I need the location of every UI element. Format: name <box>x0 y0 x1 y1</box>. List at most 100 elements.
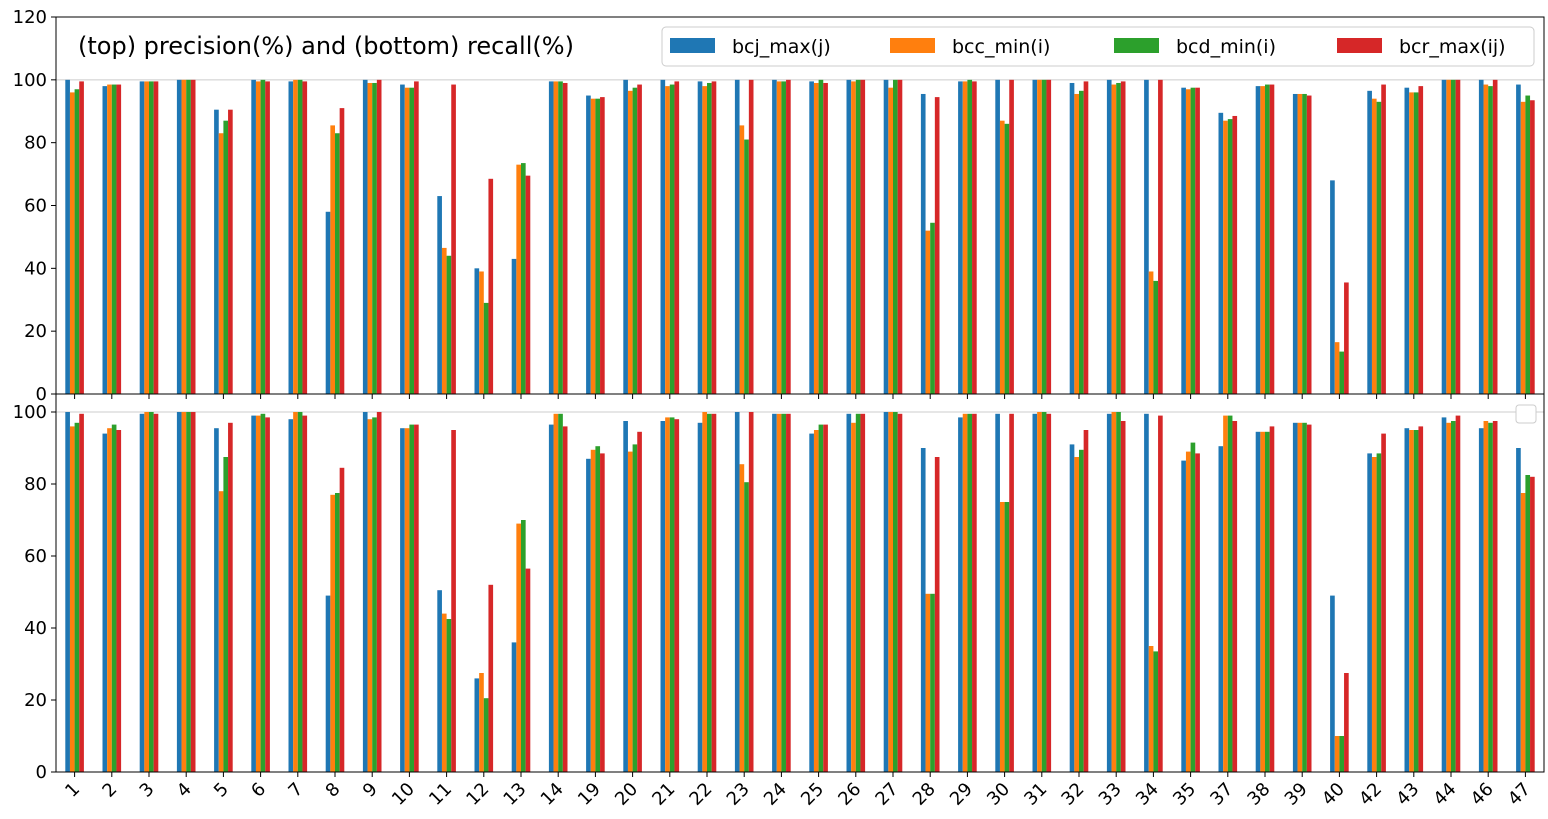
axes-frame <box>55 393 1545 773</box>
x-tick-label: 40 <box>1318 779 1349 810</box>
bar-series-0-46 <box>1478 428 1484 772</box>
bar-bcr_max(ij)-30 <box>1009 79 1014 394</box>
bar-bcr_max(ij)-20 <box>637 84 642 395</box>
bar-series-1-47 <box>1520 493 1526 772</box>
bar-bcd_min(i)-12 <box>483 302 489 394</box>
bar-series-2-44 <box>1451 421 1456 772</box>
bar-series-3-24 <box>786 413 791 772</box>
x-tick-label: 37 <box>1206 779 1237 810</box>
bar-bcr_max(ij)-44 <box>1455 79 1461 394</box>
bar-bcr_max(ij)-9 <box>376 79 382 394</box>
bar-bcd_min(i)-44 <box>1451 79 1456 394</box>
bar-bcj_max(j)-32 <box>1069 82 1075 394</box>
bar-series-1-7 <box>293 412 298 772</box>
bar-series-3-12 <box>488 584 494 772</box>
bar-series-3-23 <box>748 412 754 772</box>
bar-bcd_min(i)-26 <box>855 79 861 394</box>
y-tick-label: 100 <box>13 70 47 91</box>
x-tick-label: 13 <box>499 779 530 810</box>
bar-bcj_max(j)-10 <box>400 84 405 395</box>
legend-swatch <box>1114 38 1159 53</box>
x-tick-label: 22 <box>685 779 716 810</box>
bar-series-3-39 <box>1306 424 1312 772</box>
bar-series-3-9 <box>376 412 382 772</box>
bar-series-0-4 <box>176 412 182 772</box>
bar-series-2-5 <box>223 457 229 772</box>
x-tick-label: 23 <box>723 779 754 810</box>
axes-frame <box>55 16 1545 395</box>
legend-label: bcd_min(i) <box>1176 36 1276 58</box>
x-tick-label: 1 <box>61 779 84 802</box>
bar-series-0-33 <box>1106 413 1112 772</box>
legend-swatch <box>890 38 935 53</box>
bar-series-1-13 <box>516 523 521 772</box>
bar-bcd_min(i)-10 <box>409 87 415 394</box>
bar-series-3-22 <box>711 413 717 772</box>
bar-series-3-44 <box>1455 415 1461 772</box>
bar-bcr_max(ij)-3 <box>153 81 159 395</box>
x-tick-label: 4 <box>173 779 196 802</box>
bar-series-0-8 <box>325 595 331 772</box>
x-tick-label: 20 <box>611 779 642 810</box>
bar-series-2-35 <box>1190 442 1196 772</box>
bar-bcc_min(i)-35 <box>1185 89 1191 394</box>
bar-series-0-35 <box>1181 460 1186 772</box>
bar-series-3-4 <box>190 412 196 772</box>
x-tick-label: 44 <box>1429 779 1460 810</box>
x-tick-label: 19 <box>574 779 605 810</box>
bar-bcc_min(i)-33 <box>1111 84 1117 395</box>
y-tick-label: 0 <box>36 384 47 405</box>
bar-bcd_min(i)-33 <box>1116 82 1121 394</box>
bar-bcd_min(i)-46 <box>1488 86 1493 395</box>
bar-bcc_min(i)-32 <box>1074 93 1079 394</box>
bar-series-0-32 <box>1069 444 1075 772</box>
bar-series-1-12 <box>479 673 484 772</box>
bar-bcd_min(i)-4 <box>186 79 191 394</box>
bar-series-2-31 <box>1041 412 1047 772</box>
bar-bcj_max(j)-31 <box>1032 79 1038 394</box>
bar-bcj_max(j)-35 <box>1181 87 1186 394</box>
y-tick-label: 40 <box>24 618 47 639</box>
bar-bcc_min(i)-24 <box>776 81 782 395</box>
bar-bcr_max(ij)-37 <box>1232 115 1238 395</box>
bar-series-0-14 <box>548 424 554 772</box>
bar-bcj_max(j)-3 <box>139 81 145 395</box>
bar-series-3-14 <box>562 426 568 772</box>
bar-bcr_max(ij)-21 <box>674 81 680 395</box>
bar-bcr_max(ij)-28 <box>934 97 940 395</box>
bar-series-1-19 <box>590 449 596 772</box>
bar-series-1-32 <box>1074 457 1079 772</box>
x-tick-label: 7 <box>284 779 307 802</box>
bar-series-3-5 <box>228 422 233 772</box>
bar-bcd_min(i)-31 <box>1041 79 1047 394</box>
bar-bcd_min(i)-7 <box>297 79 303 394</box>
bar-bcr_max(ij)-46 <box>1492 79 1498 394</box>
bar-bcc_min(i)-44 <box>1446 79 1451 394</box>
bar-bcc_min(i)-8 <box>330 125 335 394</box>
bar-series-3-33 <box>1120 421 1126 772</box>
bar-series-2-27 <box>893 412 898 772</box>
y-tick-label: 100 <box>13 402 47 423</box>
bar-series-2-20 <box>632 444 638 772</box>
bar-series-3-1 <box>79 413 84 772</box>
bar-series-2-37 <box>1227 415 1233 772</box>
bar-series-1-43 <box>1409 430 1414 772</box>
bar-bcj_max(j)-7 <box>288 81 294 395</box>
bar-series-0-29 <box>958 417 963 772</box>
x-tick-label: 6 <box>247 779 270 802</box>
bar-bcr_max(ij)-29 <box>972 81 977 395</box>
bar-bcc_min(i)-12 <box>479 271 484 394</box>
bar-bcj_max(j)-40 <box>1330 180 1335 394</box>
bar-bcd_min(i)-23 <box>744 139 749 394</box>
x-tick-label: 46 <box>1467 779 1498 810</box>
bar-bcc_min(i)-47 <box>1520 101 1526 394</box>
bar-series-2-29 <box>967 413 973 772</box>
bar-series-1-24 <box>776 413 782 772</box>
bar-series-2-19 <box>595 446 601 772</box>
bar-bcc_min(i)-21 <box>665 86 670 395</box>
bar-series-0-30 <box>995 413 1000 772</box>
bar-series-0-3 <box>139 413 145 772</box>
bar-bcc_min(i)-39 <box>1297 93 1303 394</box>
bar-series-1-6 <box>255 415 261 772</box>
legend-swatch <box>1337 38 1382 53</box>
